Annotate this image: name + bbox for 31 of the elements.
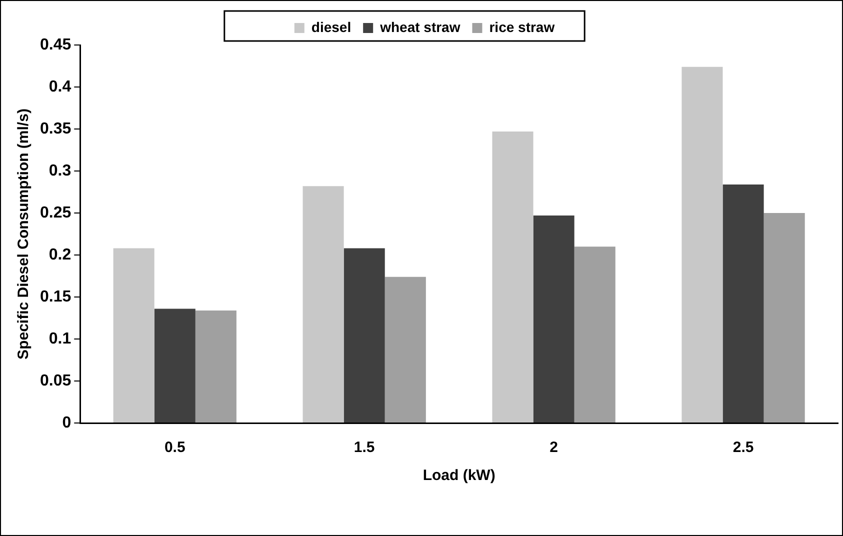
legend-label: wheat straw	[379, 18, 460, 35]
bar	[113, 248, 154, 422]
bar	[722, 184, 764, 422]
x-tick-label: 0.5	[164, 439, 186, 456]
bar	[384, 276, 426, 422]
bar	[344, 248, 385, 422]
x-tick-label: 2.5	[732, 439, 754, 456]
x-axis-title: Load (kW)	[422, 467, 496, 484]
y-tick-label: 0.2	[48, 246, 72, 264]
y-axis-title: Specific Diesel Consumption (ml/s)	[15, 108, 32, 360]
bar	[533, 216, 574, 422]
y-tick-label: 0.1	[48, 330, 72, 348]
x-tick-label: 1.5	[354, 439, 375, 456]
y-tick-label: 0.35	[40, 120, 72, 138]
legend-label: diesel	[311, 18, 352, 35]
bar	[574, 246, 616, 422]
y-tick-label: 0.05	[40, 372, 72, 390]
y-tick-label: 0.45	[40, 36, 72, 54]
y-tick-label: 0.4	[48, 78, 72, 96]
bar	[195, 310, 236, 422]
bar	[492, 132, 534, 422]
y-tick-label: 0.15	[40, 288, 72, 306]
bar	[154, 308, 196, 422]
bar	[302, 186, 344, 422]
x-tick-label: 2	[550, 439, 558, 456]
bar	[682, 66, 723, 422]
y-tick-label: 0.3	[48, 162, 72, 180]
bar	[764, 213, 805, 422]
y-tick-label: 0.25	[40, 204, 72, 222]
y-tick-label: 0	[62, 414, 72, 432]
legend-label: rice straw	[489, 18, 555, 35]
